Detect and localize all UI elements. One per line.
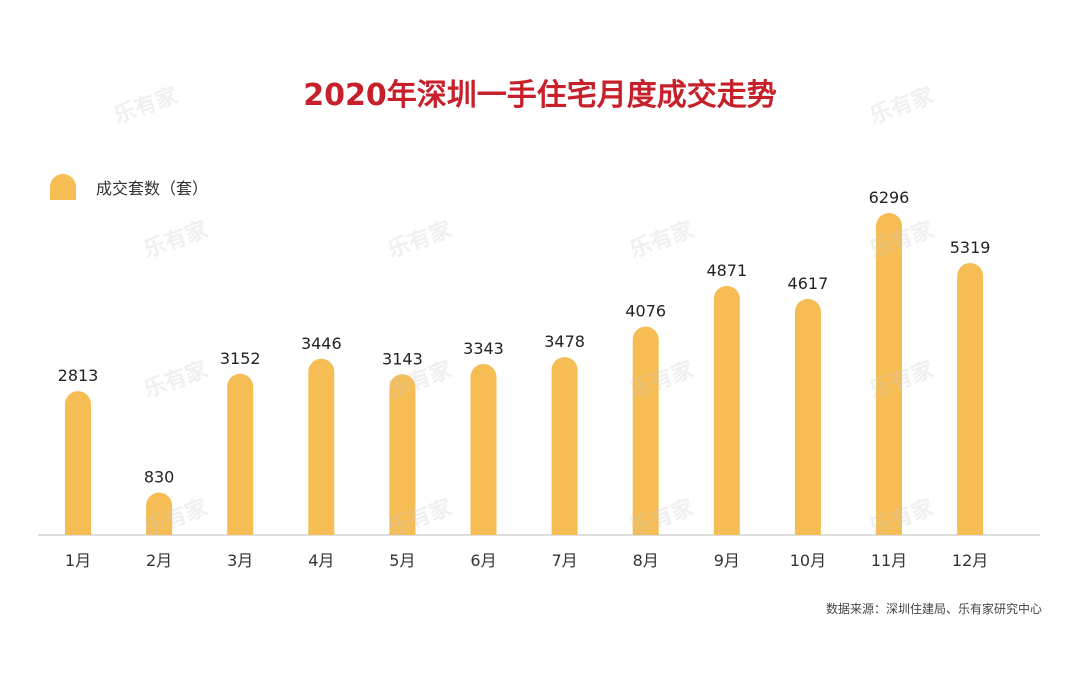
bar-3 (227, 373, 254, 535)
data-label-7: 3478 (544, 332, 585, 351)
chart-title: 2020年深圳一手住宅月度成交走势 (303, 78, 777, 113)
data-label-11: 6296 (869, 188, 910, 207)
x-tick-label-7: 7月 (552, 551, 578, 570)
x-tick-label-1: 1月 (65, 551, 91, 570)
data-label-6: 3343 (463, 339, 504, 358)
data-label-1: 2813 (58, 366, 99, 385)
x-tick-label-10: 10月 (790, 551, 826, 570)
data-label-3: 3152 (220, 349, 261, 368)
data-label-8: 4076 (625, 302, 666, 321)
x-tick-label-3: 3月 (227, 551, 253, 570)
bar-11 (876, 213, 902, 535)
x-tick-label-4: 4月 (308, 551, 334, 570)
data-label-2: 830 (144, 468, 175, 487)
bar-8 (632, 326, 659, 535)
data-label-10: 4617 (788, 274, 829, 293)
bar-12 (957, 262, 984, 535)
x-tick-label-12: 12月 (952, 551, 988, 570)
bar-7 (551, 357, 578, 535)
x-tick-label-5: 5月 (389, 551, 415, 570)
data-source-note: 数据来源：深圳住建局、乐有家研究中心 (825, 602, 1042, 616)
x-tick-label-2: 2月 (146, 551, 172, 570)
data-label-12: 5319 (950, 238, 991, 257)
x-tick-label-6: 6月 (470, 551, 496, 570)
legend-label: 成交套数（套） (96, 179, 209, 198)
bar-6 (470, 364, 497, 535)
data-label-9: 4871 (706, 261, 747, 280)
bar-10 (794, 298, 821, 535)
bar-5 (389, 374, 416, 535)
x-tick-label-9: 9月 (714, 551, 740, 570)
bar-4 (308, 358, 335, 535)
legend: 成交套数（套） (50, 174, 208, 200)
data-label-5: 3143 (382, 349, 423, 368)
x-tick-label-8: 8月 (633, 551, 659, 570)
bar-9 (713, 285, 740, 535)
bar-2 (146, 492, 173, 535)
x-tick-label-11: 11月 (871, 551, 907, 570)
bar-1 (65, 391, 91, 535)
legend-swatch (50, 174, 76, 200)
data-label-4: 3446 (301, 334, 342, 353)
